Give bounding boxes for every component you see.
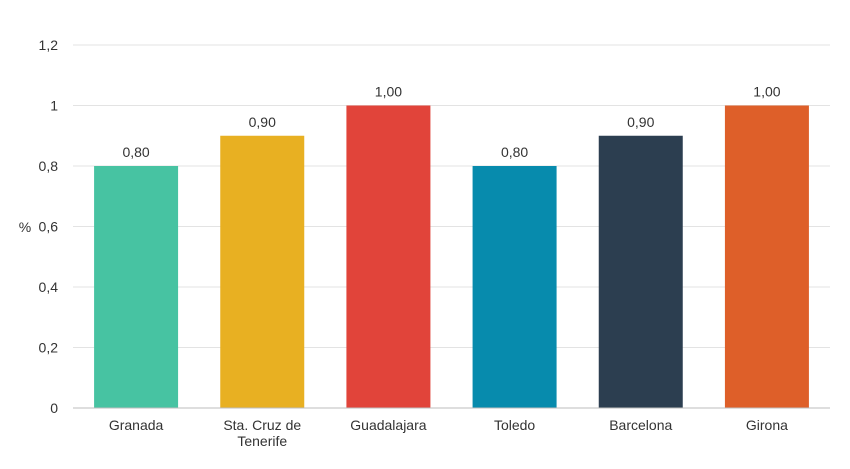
bar — [598, 135, 683, 408]
data-label: 0,90 — [249, 114, 276, 130]
x-category-label: Barcelona — [609, 417, 672, 433]
bar — [94, 166, 179, 408]
y-tick-label: 0,4 — [39, 279, 59, 295]
bar — [724, 105, 809, 408]
grid-lines — [73, 44, 830, 348]
data-label: 1,00 — [375, 84, 402, 100]
y-axis-tick-labels: 0 0,2 0,4 0,6 0,8 1 1,2 — [39, 37, 59, 416]
y-tick-label: 0,8 — [39, 158, 59, 174]
bars — [94, 105, 809, 408]
x-category-label: Guadalajara — [350, 417, 426, 433]
bar — [220, 135, 305, 408]
x-category-label: Sta. Cruz de Tenerife — [223, 417, 301, 449]
y-tick-label: 1,2 — [39, 37, 59, 53]
data-label: 0,80 — [501, 144, 528, 160]
y-tick-label: 1 — [50, 98, 58, 114]
bar — [472, 166, 557, 408]
data-label: 0,90 — [627, 114, 654, 130]
data-label: 1,00 — [753, 84, 780, 100]
bar — [346, 105, 431, 408]
y-tick-label: 0,2 — [39, 340, 59, 356]
x-axis-category-labels: Granada Sta. Cruz de Tenerife Guadalajara To… — [109, 417, 788, 449]
x-category-label: Girona — [746, 417, 788, 433]
x-category-label: Toledo — [494, 417, 535, 433]
y-axis-title: % — [19, 219, 31, 235]
x-category-label: Granada — [109, 417, 164, 433]
data-label: 0,80 — [122, 144, 149, 160]
data-labels: 0,80 0,90 1,00 0,80 0,90 1,00 — [122, 84, 780, 161]
y-tick-label: 0,6 — [39, 219, 59, 235]
y-tick-label: 0 — [50, 400, 58, 416]
